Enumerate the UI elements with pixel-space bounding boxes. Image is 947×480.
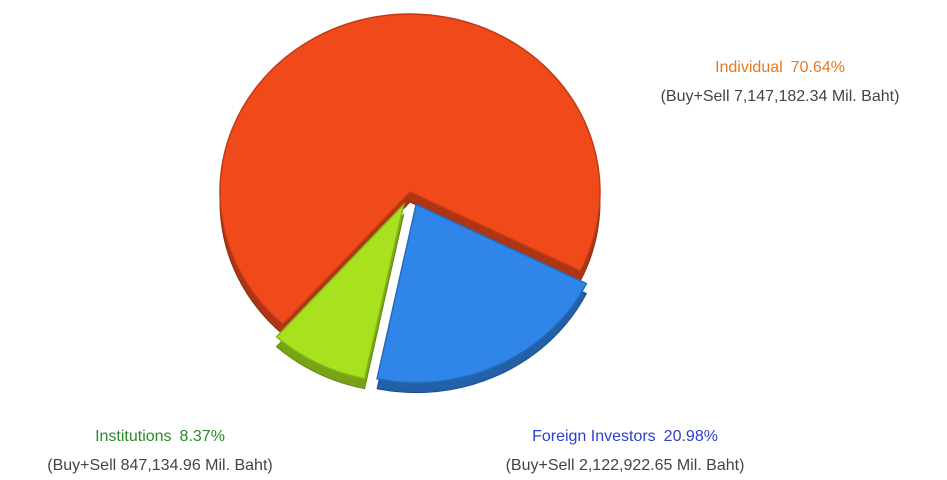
category-name: Individual — [715, 59, 783, 76]
slice-label: Individual 70.64% — [715, 59, 845, 76]
slice-note: (Buy+Sell 2,122,922.65 Mil. Baht) — [506, 457, 745, 474]
slice-label: Institutions 8.37% — [95, 428, 225, 445]
slice — [275, 202, 405, 380]
slice-note: (Buy+Sell 847,134.96 Mil. Baht) — [47, 457, 272, 474]
category-name: Foreign Investors — [532, 428, 656, 445]
value-label: 8.37% — [180, 428, 225, 445]
value-label: 70.64% — [791, 59, 845, 76]
slice — [219, 13, 601, 326]
value-label: 20.98% — [664, 428, 718, 445]
slice-note: (Buy+Sell 7,147,182.34 Mil. Baht) — [661, 88, 900, 105]
slice — [376, 203, 588, 384]
category-name: Institutions — [95, 428, 171, 445]
slice-label: Foreign Investors 20.98% — [532, 428, 718, 445]
